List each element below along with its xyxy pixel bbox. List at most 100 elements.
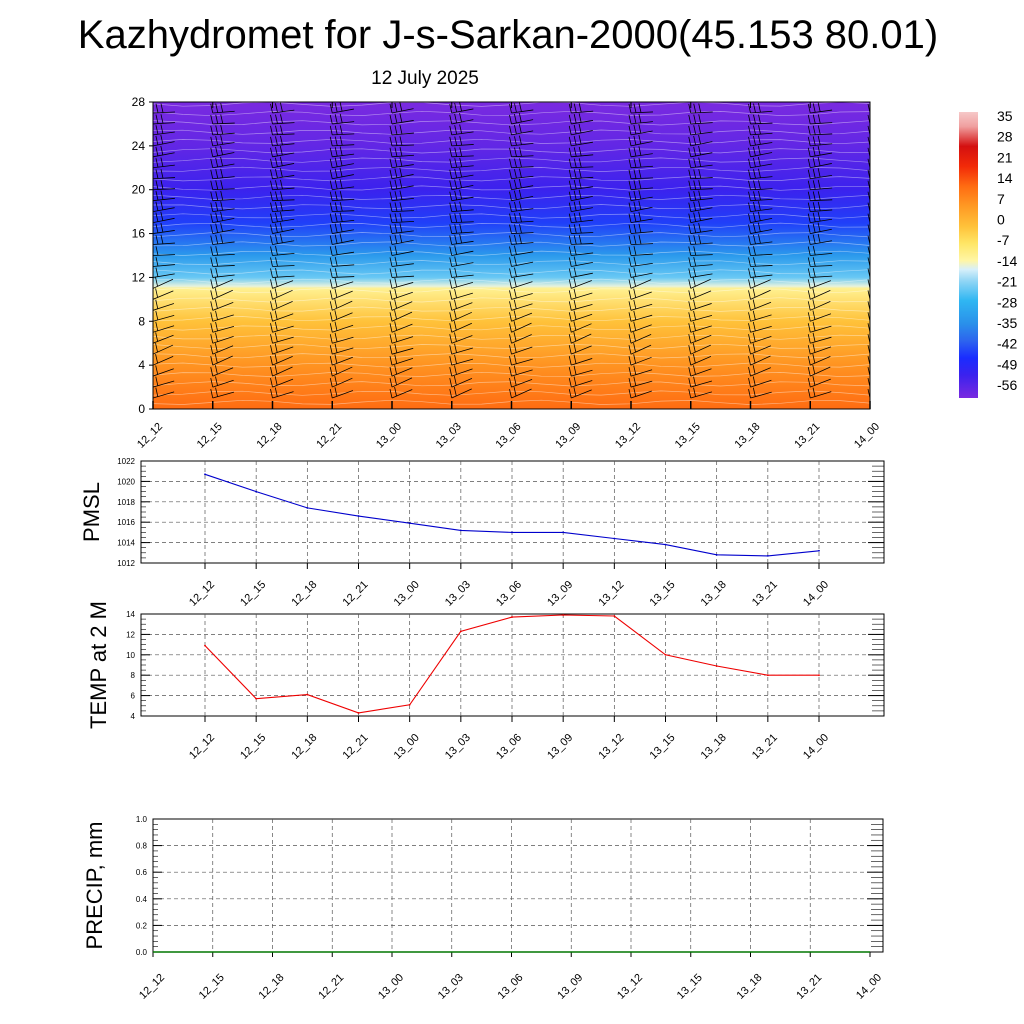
colorbar-label: 14 [997,170,1013,186]
wind-barb [867,345,870,355]
wind-barb [329,277,354,289]
page-title: Kazhydromet for J-s-Sarkan-2000(45.153 8… [78,13,938,57]
wind-barb [628,146,653,158]
wind-barb [509,354,533,366]
wind-barb [153,310,175,322]
wind-barb [807,191,833,202]
data-point [818,549,820,552]
wind-barb [449,343,473,355]
wind-barb [628,223,653,234]
wind-barb [807,211,833,224]
wind-barb [270,332,294,344]
y-tick-label: 0.8 [136,842,148,851]
wind-barb [748,321,772,333]
y-tick-label: 1018 [117,498,135,507]
wind-barb [210,156,235,169]
wind-barb [748,180,773,191]
wind-barb [270,343,294,355]
wind-barb [449,386,472,399]
wind-barb [688,332,712,344]
x-tick-label: 12_15 [238,732,268,762]
wind-barb [210,376,234,388]
y-tick-label: 12 [132,270,146,284]
x-tick-label: 13_21 [750,732,780,762]
wind-barb [807,156,832,169]
wind-barb [867,169,870,179]
wind-barb [628,179,653,191]
y-tick-label: 16 [132,227,146,241]
data-point [306,693,309,696]
wind-barb [329,332,354,344]
x-tick-label: 12_21 [341,732,371,762]
wind-barb [389,332,414,344]
wind-barb [748,191,773,202]
wind-barb [329,245,355,256]
wind-barb [210,234,235,245]
wind-barb [389,299,413,311]
wind-barb [509,201,534,213]
wind-barb [509,365,533,377]
wind-barb [748,353,771,366]
y-tick-label: 0.4 [136,895,148,904]
data-point [562,531,565,534]
wind-barb [389,387,413,399]
colorbar-label: 21 [997,149,1013,165]
wind-barb [210,257,235,267]
wind-barb [210,211,235,223]
y-tick-label: 1022 [117,457,135,466]
x-tick-label: 13_21 [750,579,780,609]
wind-barb [748,267,773,278]
wind-barb [628,157,653,169]
wind-barb [389,343,414,355]
colorbar-label: -42 [997,336,1017,352]
wind-barb [748,135,773,147]
wind-barb [329,113,355,125]
wind-barb [807,102,833,114]
wind-barb [210,343,234,355]
y-axis-label: PRECIP, mm [82,822,107,950]
wind-barb [867,268,870,278]
x-tick-label: 13_03 [443,579,473,609]
wind-barb [153,256,175,267]
wind-barb [270,102,295,114]
wind-barb [568,343,592,355]
wind-barb [867,103,870,114]
wind-barb [867,213,870,223]
wind-barb [568,123,593,136]
wind-barb [807,277,831,289]
wind-barb [210,103,235,114]
wind-barb [329,310,353,322]
x-tick-label: 12_21 [316,972,346,1002]
wind-barb [748,156,773,169]
wind-barb [449,267,474,278]
wind-barb [807,114,833,125]
x-tick-label: 13_06 [494,732,524,762]
plot-frame [140,613,885,717]
wind-barb [449,365,473,377]
wind-barb [568,179,594,191]
wind-barb [449,233,474,245]
x-tick-label: 13_09 [553,421,583,451]
wind-barb [329,343,354,355]
data-point [613,537,616,540]
wind-barb [449,157,474,169]
wind-barb [867,180,870,190]
wind-barb [270,299,293,311]
wind-barb [807,135,833,147]
wind-barb [867,356,870,366]
wind-barb [867,202,870,212]
wind-barb [628,343,652,355]
wind-barb [748,332,772,344]
wind-barb [509,147,534,158]
wind-barb [867,279,870,289]
wind-barb [153,354,174,366]
wind-barb [270,387,294,399]
wind-barb [867,323,870,333]
wind-barb [688,277,711,289]
wind-barb [688,299,712,311]
colorbar-label: -7 [997,232,1010,248]
wind-barb [389,310,413,322]
wind-barb [688,321,712,333]
wind-barb [389,245,414,256]
